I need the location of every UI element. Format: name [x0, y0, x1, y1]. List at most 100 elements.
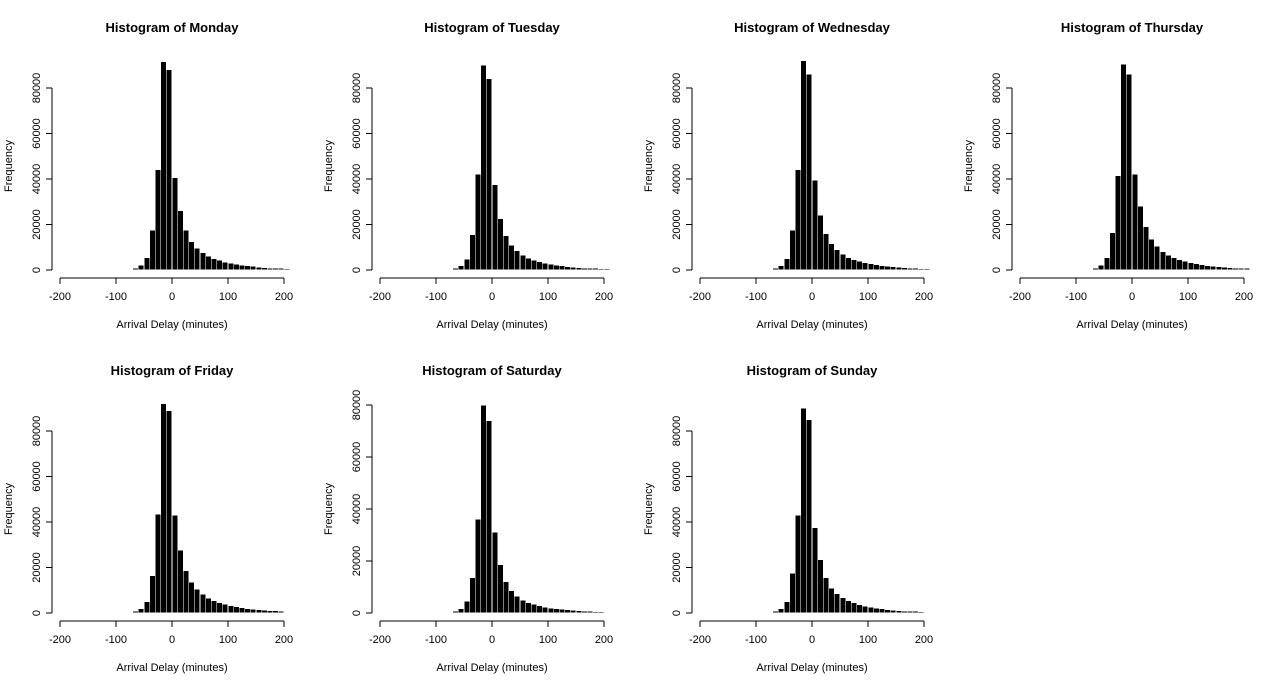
histogram-bar — [783, 601, 790, 614]
histogram-bar — [283, 268, 290, 271]
histogram-bar — [474, 519, 482, 614]
histogram-bar — [266, 610, 274, 614]
y-tick-label: 20000 — [31, 552, 43, 583]
y-tick-label: 60000 — [31, 461, 43, 492]
histogram-bar — [1182, 261, 1189, 271]
x-tick-label: 0 — [489, 634, 495, 646]
histogram-bar — [845, 600, 852, 614]
histogram-bar — [491, 184, 498, 271]
histogram-bar — [603, 611, 610, 614]
histogram-bar — [547, 264, 554, 271]
histogram-bar — [884, 266, 891, 271]
histogram-bar — [1142, 226, 1150, 271]
histogram-bar — [238, 264, 246, 271]
panel-title: Histogram of Saturday — [422, 363, 562, 378]
histogram-bar — [250, 266, 257, 271]
histogram-bar — [806, 74, 813, 271]
histogram-bar — [867, 263, 874, 271]
histogram-bar — [199, 252, 206, 271]
histogram-bar — [895, 610, 902, 614]
y-tick-label: 20000 — [671, 552, 683, 583]
histogram-bar — [446, 611, 454, 614]
histogram-bar — [598, 268, 605, 271]
histogram-bar — [1159, 251, 1166, 271]
histogram-bar — [575, 610, 582, 614]
x-tick-label: 100 — [219, 291, 237, 303]
histogram-bar — [530, 604, 538, 614]
y-tick-label: 60000 — [31, 118, 43, 149]
histogram-bar — [255, 266, 262, 271]
histogram-bar — [272, 267, 279, 271]
histogram-bar — [553, 264, 560, 271]
histogram-bar — [592, 611, 599, 614]
histogram-bar — [1170, 257, 1178, 271]
histogram-bar — [210, 600, 218, 614]
x-tick-label: 200 — [1235, 291, 1253, 303]
histogram-bar — [514, 595, 521, 614]
histogram-bar — [1238, 267, 1245, 271]
histogram-bar — [452, 610, 459, 614]
panel-title: Histogram of Monday — [106, 20, 240, 35]
histogram-bar — [581, 610, 588, 614]
y-tick-label: 80000 — [991, 73, 1003, 104]
x-tick-label: 100 — [1179, 291, 1197, 303]
histogram-bar — [918, 611, 925, 614]
histogram-bar — [867, 606, 874, 614]
histogram-bar — [890, 266, 897, 271]
y-tick-label: 40000 — [671, 164, 683, 195]
histogram-bar — [227, 605, 234, 614]
histogram-bar — [856, 261, 863, 271]
x-tick-label: 100 — [859, 291, 877, 303]
histogram-bar — [1154, 245, 1161, 271]
histogram-bar — [901, 267, 908, 271]
x-axis-label: Arrival Delay (minutes) — [116, 662, 227, 674]
histogram-bar — [536, 605, 543, 614]
histogram-bar — [154, 169, 162, 271]
histogram-bar — [222, 603, 229, 614]
histogram-bar — [1092, 267, 1099, 271]
histogram-bar — [766, 612, 774, 614]
histogram-bar — [581, 267, 588, 271]
y-tick-label: 80000 — [671, 416, 683, 447]
histogram-bar — [839, 253, 846, 271]
x-tick-label: -100 — [745, 291, 767, 303]
histogram-bar — [586, 611, 594, 614]
histogram-bar — [564, 266, 571, 271]
histogram-bar — [603, 268, 610, 271]
x-tick-label: 100 — [539, 634, 557, 646]
histogram-bar — [233, 606, 240, 614]
histogram-bar — [154, 513, 162, 614]
y-tick-label: 0 — [991, 267, 1003, 273]
histogram-bar — [227, 263, 234, 271]
histogram-bar — [923, 268, 930, 271]
histogram-bar — [210, 258, 218, 271]
histogram-panel: Histogram of Friday -200 -100 0 100 200 Arriva… — [3, 363, 293, 674]
histogram-panel: Histogram of Tuesday -200 -100 0 100 200 Arriv… — [323, 20, 613, 331]
x-tick-label: -200 — [49, 291, 71, 303]
histogram-bar — [126, 612, 134, 614]
histogram-bar — [1109, 232, 1116, 271]
histogram-bar — [508, 590, 515, 614]
histogram-bar — [918, 268, 925, 271]
y-tick-label: 60000 — [671, 118, 683, 149]
histogram-bar — [834, 249, 841, 271]
y-tick-label: 60000 — [671, 461, 683, 492]
histogram-bar — [525, 257, 532, 271]
histogram-bar — [143, 601, 150, 614]
histogram-bar — [469, 234, 476, 271]
x-axis-label: Arrival Delay (minutes) — [756, 319, 867, 331]
y-tick-label: 80000 — [31, 416, 43, 447]
histogram-bar — [878, 265, 886, 271]
y-tick-label: 20000 — [351, 209, 363, 240]
histogram-bar — [216, 260, 223, 271]
histogram-bar — [272, 610, 279, 614]
x-tick-label: 0 — [489, 291, 495, 303]
histogram-bar — [205, 256, 212, 271]
y-tick-label: 60000 — [351, 118, 363, 149]
histogram-bar — [811, 179, 818, 271]
histogram-bar — [160, 61, 167, 271]
x-tick-label: -200 — [1009, 291, 1031, 303]
histogram-bar — [1210, 265, 1217, 271]
histogram-bar — [171, 177, 178, 271]
histogram-panel: Histogram of Saturday -200 -100 0 100 200 Arri… — [323, 363, 613, 674]
